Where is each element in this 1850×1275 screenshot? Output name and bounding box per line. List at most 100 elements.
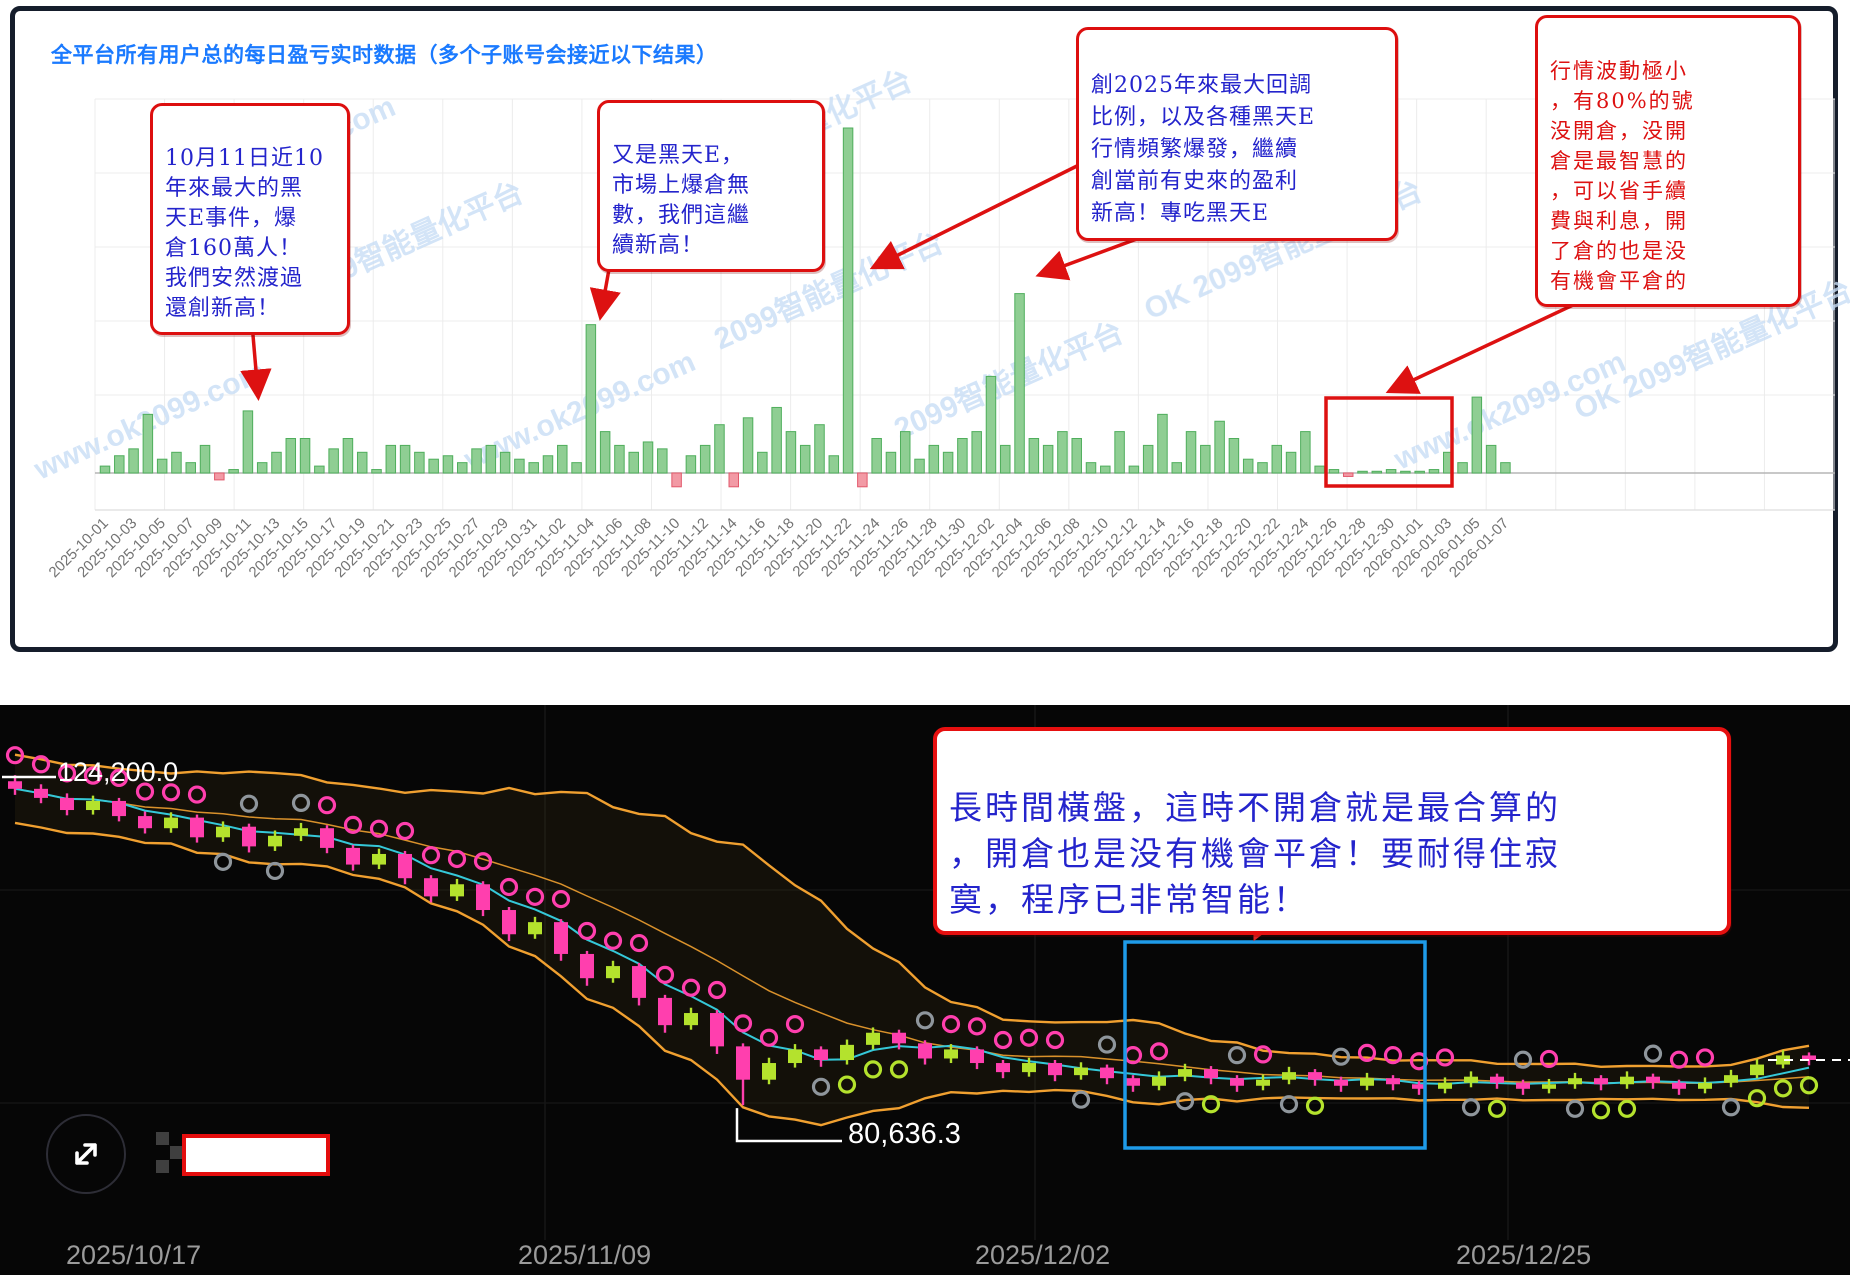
candle bbox=[450, 884, 464, 897]
candle bbox=[1568, 1078, 1582, 1085]
bar bbox=[742, 417, 754, 474]
bar bbox=[657, 448, 668, 474]
bar bbox=[1414, 470, 1425, 474]
bar bbox=[757, 451, 768, 474]
candle bbox=[242, 826, 256, 847]
candle bbox=[320, 828, 334, 848]
bar bbox=[1328, 469, 1340, 474]
bar bbox=[299, 438, 311, 474]
candle bbox=[1516, 1082, 1530, 1089]
candle bbox=[1048, 1063, 1062, 1076]
bar bbox=[799, 444, 811, 474]
bar bbox=[1185, 431, 1197, 474]
checker-icon bbox=[170, 1146, 183, 1159]
bar bbox=[985, 375, 997, 474]
candle bbox=[1438, 1082, 1452, 1089]
candle bbox=[372, 853, 386, 865]
expand-fullscreen-button[interactable] bbox=[46, 1114, 126, 1194]
bar bbox=[371, 469, 382, 474]
candle bbox=[346, 847, 360, 865]
bar bbox=[356, 451, 368, 474]
bar bbox=[1157, 413, 1168, 474]
bar bbox=[471, 448, 482, 474]
candle bbox=[710, 1013, 724, 1047]
candle bbox=[1230, 1078, 1244, 1086]
bar bbox=[242, 410, 254, 474]
price-high-label: 124,200.0 bbox=[58, 757, 179, 787]
bar bbox=[714, 424, 725, 474]
x-axis-date-2: 2025/11/09 bbox=[518, 1240, 652, 1270]
bar bbox=[557, 444, 568, 474]
bar bbox=[528, 462, 539, 474]
annotation-note-low-volatility: 行情波動極小 ，有80%的號 没開倉，没開 倉是最智慧的 ，可以省手續 費與利息… bbox=[1535, 15, 1801, 307]
candle bbox=[1178, 1069, 1192, 1077]
bar bbox=[1042, 444, 1054, 474]
candle bbox=[1360, 1078, 1374, 1086]
bar bbox=[1285, 451, 1297, 474]
candle bbox=[86, 800, 100, 811]
bar bbox=[1128, 465, 1140, 474]
bar bbox=[957, 438, 968, 474]
candle bbox=[34, 788, 48, 798]
bar bbox=[1300, 431, 1311, 474]
candle bbox=[1282, 1072, 1296, 1080]
candlestick-chart bbox=[0, 705, 1850, 1240]
bar bbox=[699, 444, 711, 474]
bar bbox=[1142, 444, 1154, 474]
bar bbox=[128, 448, 139, 474]
bar bbox=[585, 324, 597, 474]
bar bbox=[414, 451, 425, 474]
redacted-symbol-label bbox=[182, 1134, 330, 1176]
annotation-arrow bbox=[869, 160, 1086, 270]
bar bbox=[842, 127, 854, 474]
bar bbox=[914, 458, 925, 474]
bar bbox=[1214, 420, 1225, 474]
candle bbox=[138, 816, 152, 829]
bar bbox=[1028, 438, 1040, 474]
candle bbox=[1126, 1078, 1140, 1086]
bar bbox=[1314, 465, 1325, 474]
candle bbox=[1334, 1079, 1348, 1086]
bar bbox=[99, 465, 111, 474]
candle bbox=[554, 922, 568, 954]
candle bbox=[294, 828, 308, 836]
candle bbox=[1542, 1084, 1556, 1089]
candle bbox=[60, 797, 74, 811]
bar bbox=[457, 462, 468, 474]
bar bbox=[1485, 444, 1497, 474]
bar bbox=[1400, 470, 1411, 474]
bar bbox=[314, 465, 325, 474]
candle bbox=[736, 1046, 750, 1080]
candle bbox=[970, 1049, 984, 1064]
bar bbox=[114, 455, 125, 474]
candle bbox=[788, 1049, 802, 1064]
candle bbox=[502, 910, 516, 935]
candle bbox=[268, 835, 282, 847]
bar bbox=[1271, 444, 1283, 474]
x-axis-labels: 2025-10-012025-10-032025-10-052025-10-07… bbox=[46, 515, 1513, 581]
candle bbox=[476, 884, 490, 911]
annotation-arrows bbox=[240, 160, 1653, 401]
bar bbox=[485, 444, 497, 474]
candle bbox=[1204, 1069, 1218, 1079]
candle bbox=[1620, 1076, 1634, 1085]
bar bbox=[1342, 472, 1354, 477]
candle bbox=[1074, 1067, 1088, 1076]
bar bbox=[1242, 458, 1254, 474]
bar bbox=[628, 451, 639, 474]
candle bbox=[1672, 1082, 1686, 1089]
annotation-note-black-swan: 又是黑天E， 市場上爆倉無 數，我們這繼 續新高！ bbox=[597, 100, 825, 272]
sma-cyan-line bbox=[14, 787, 1810, 1085]
candle bbox=[1698, 1082, 1712, 1089]
bar bbox=[1500, 462, 1511, 474]
candle bbox=[398, 853, 412, 879]
bar bbox=[228, 469, 239, 474]
candle bbox=[1724, 1075, 1738, 1083]
bar bbox=[1014, 293, 1025, 474]
candle bbox=[866, 1032, 880, 1045]
bar bbox=[785, 431, 797, 474]
bar bbox=[685, 455, 697, 474]
bar bbox=[399, 444, 411, 474]
band-fill bbox=[15, 754, 1809, 1126]
bar bbox=[1071, 438, 1082, 474]
